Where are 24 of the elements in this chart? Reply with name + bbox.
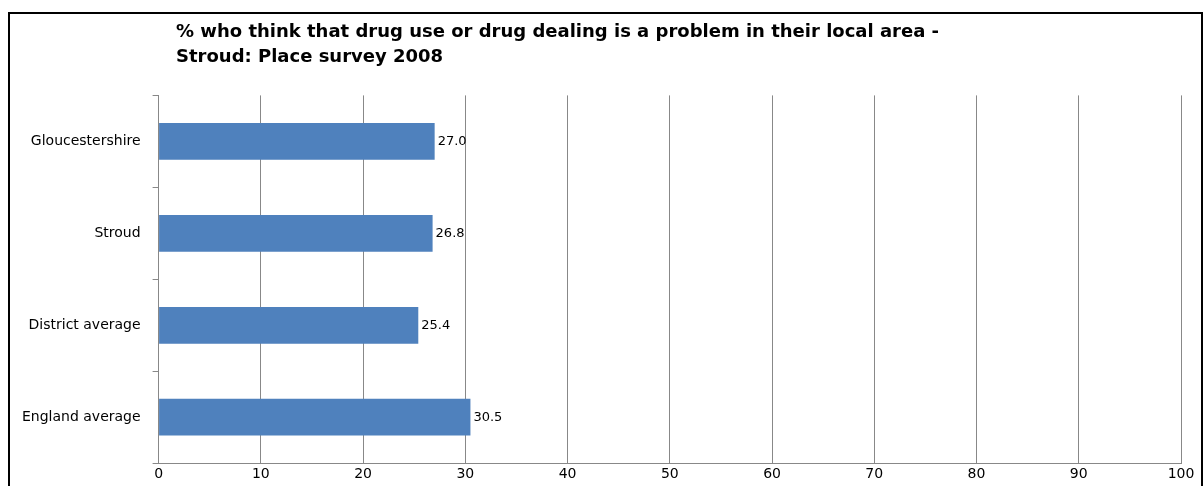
data-label: 26.8 (435, 224, 465, 240)
x-tick-label: 100 (1167, 465, 1195, 482)
x-tick-label: 10 (251, 465, 270, 482)
bar (159, 214, 433, 252)
y-tick-label: Stroud (94, 223, 141, 240)
data-label: 27.0 (437, 132, 467, 148)
x-tick-label: 90 (1069, 465, 1088, 482)
x-tick-label: 30 (456, 465, 475, 482)
data-label: 25.4 (421, 316, 451, 332)
x-tick-label: 70 (865, 465, 884, 482)
y-tick-label: Gloucestershire (30, 132, 141, 149)
data-label: 30.5 (473, 408, 503, 424)
x-tick-label: 60 (763, 465, 781, 482)
y-tick-label: District average (28, 315, 141, 332)
x-tick-label: 0 (154, 465, 164, 482)
y-tick-label: England average (21, 407, 141, 424)
x-tick-label: 20 (354, 465, 372, 482)
x-tick-label: 50 (660, 465, 679, 482)
x-tick-label: 80 (967, 465, 986, 482)
x-tick-label: 40 (558, 465, 577, 482)
chart-title: % who think that drug use or drug dealing is a problem in their local area - Stroud: Place survey 2008 (176, 19, 941, 68)
bar (159, 398, 471, 436)
bar (159, 122, 435, 160)
bar (159, 306, 419, 344)
